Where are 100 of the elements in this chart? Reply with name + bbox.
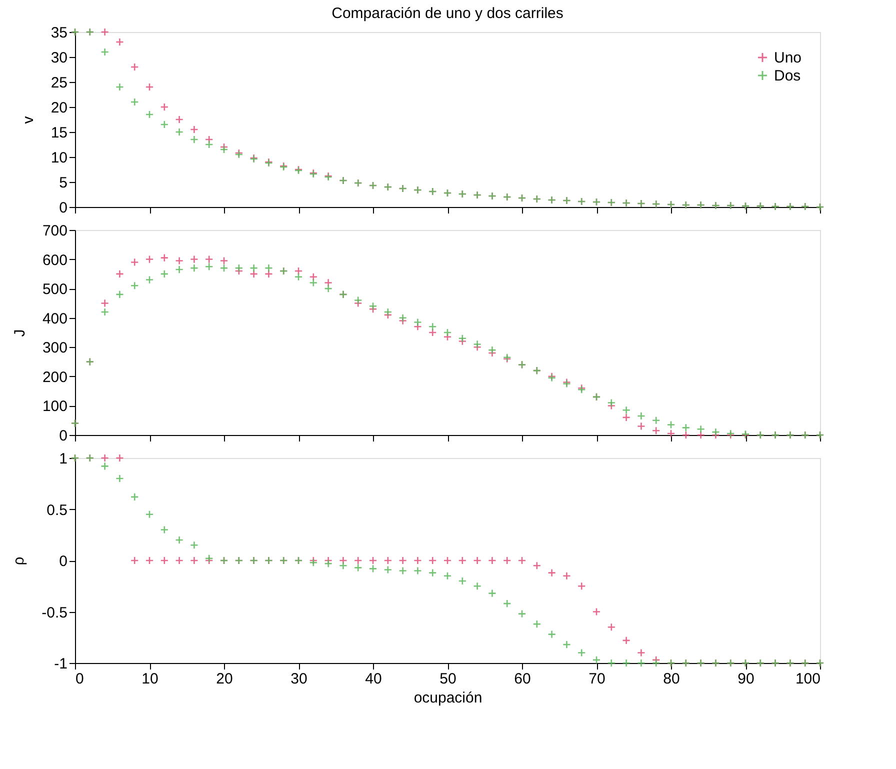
point bbox=[443, 328, 452, 337]
point bbox=[250, 270, 258, 278]
point bbox=[116, 454, 124, 462]
point bbox=[622, 413, 630, 422]
point bbox=[622, 658, 630, 668]
point bbox=[116, 474, 124, 483]
point bbox=[175, 115, 184, 124]
point bbox=[175, 256, 184, 265]
point bbox=[339, 556, 348, 565]
point bbox=[607, 658, 616, 668]
point bbox=[160, 526, 169, 534]
point bbox=[488, 556, 496, 565]
point bbox=[368, 556, 378, 565]
point bbox=[488, 346, 496, 354]
point bbox=[190, 255, 198, 264]
point bbox=[666, 429, 676, 438]
point bbox=[592, 608, 601, 616]
point bbox=[130, 98, 139, 106]
point bbox=[250, 264, 258, 272]
point bbox=[234, 264, 244, 272]
point bbox=[100, 308, 109, 316]
point bbox=[607, 622, 616, 632]
x-tick-label: 0 bbox=[76, 670, 84, 688]
point bbox=[130, 62, 139, 72]
x-axis-title: ocupación bbox=[414, 690, 482, 706]
point bbox=[428, 568, 437, 577]
chart-title: Comparación de uno y dos carriles bbox=[332, 5, 564, 22]
x-tick-label: 40 bbox=[365, 670, 382, 688]
y-tick-label: -0.5 bbox=[42, 604, 68, 622]
point bbox=[532, 561, 542, 570]
point bbox=[637, 648, 646, 657]
y-tick-label: 0.5 bbox=[46, 502, 68, 519]
point bbox=[145, 82, 154, 92]
point bbox=[309, 272, 318, 282]
point bbox=[116, 82, 124, 92]
point bbox=[190, 540, 198, 550]
legend-label: Uno bbox=[774, 50, 802, 66]
y-tick-label: 100 bbox=[42, 398, 68, 416]
point bbox=[384, 566, 392, 574]
y-tick-label: 25 bbox=[50, 74, 68, 92]
point bbox=[652, 416, 660, 425]
point bbox=[190, 125, 198, 134]
point bbox=[264, 270, 273, 278]
x-tick-label: 60 bbox=[514, 670, 531, 688]
point bbox=[518, 556, 526, 565]
point bbox=[204, 262, 214, 271]
point bbox=[145, 255, 154, 264]
x-tick-label: 70 bbox=[588, 670, 606, 688]
point bbox=[145, 276, 154, 284]
point bbox=[294, 272, 303, 282]
point bbox=[548, 630, 556, 638]
x-tick-label: 90 bbox=[738, 670, 754, 688]
point bbox=[592, 656, 601, 664]
y-axis-title: v bbox=[20, 116, 37, 124]
x-tick-label: 20 bbox=[216, 670, 233, 688]
point bbox=[130, 556, 139, 565]
point bbox=[175, 128, 184, 136]
point bbox=[116, 38, 124, 46]
y-tick-label: -1 bbox=[54, 656, 68, 672]
point bbox=[622, 636, 630, 645]
point bbox=[696, 430, 705, 440]
point bbox=[682, 423, 690, 432]
point bbox=[666, 420, 676, 429]
point bbox=[637, 412, 646, 420]
point bbox=[145, 110, 154, 119]
point bbox=[160, 270, 169, 278]
point bbox=[130, 281, 139, 290]
legend-label: Dos bbox=[774, 68, 801, 84]
point bbox=[354, 556, 362, 565]
point bbox=[324, 278, 332, 287]
y-tick-label: 20 bbox=[50, 100, 68, 116]
point bbox=[577, 648, 586, 657]
point bbox=[175, 265, 184, 274]
point bbox=[398, 566, 407, 575]
point bbox=[160, 556, 169, 565]
point bbox=[652, 426, 660, 435]
point bbox=[458, 556, 467, 565]
point bbox=[398, 314, 407, 322]
point bbox=[502, 599, 512, 608]
y-tick-label: 500 bbox=[42, 281, 68, 298]
point bbox=[294, 266, 303, 276]
y-axis-title: ρ bbox=[10, 556, 28, 566]
point bbox=[145, 510, 154, 519]
point bbox=[652, 658, 660, 668]
point bbox=[100, 454, 109, 462]
x-tick-label: 30 bbox=[290, 670, 308, 688]
y-tick-label: 200 bbox=[42, 368, 68, 386]
point bbox=[204, 140, 214, 149]
point bbox=[428, 556, 437, 565]
point bbox=[160, 102, 169, 112]
point bbox=[562, 640, 571, 649]
y-tick-label: 700 bbox=[42, 222, 68, 240]
point bbox=[607, 398, 616, 407]
point bbox=[443, 556, 452, 565]
x-tick-label: 100 bbox=[795, 670, 820, 688]
point bbox=[458, 334, 467, 343]
point bbox=[354, 296, 362, 304]
point bbox=[398, 556, 407, 565]
x-tick-label: 10 bbox=[142, 670, 158, 688]
point bbox=[562, 572, 571, 580]
